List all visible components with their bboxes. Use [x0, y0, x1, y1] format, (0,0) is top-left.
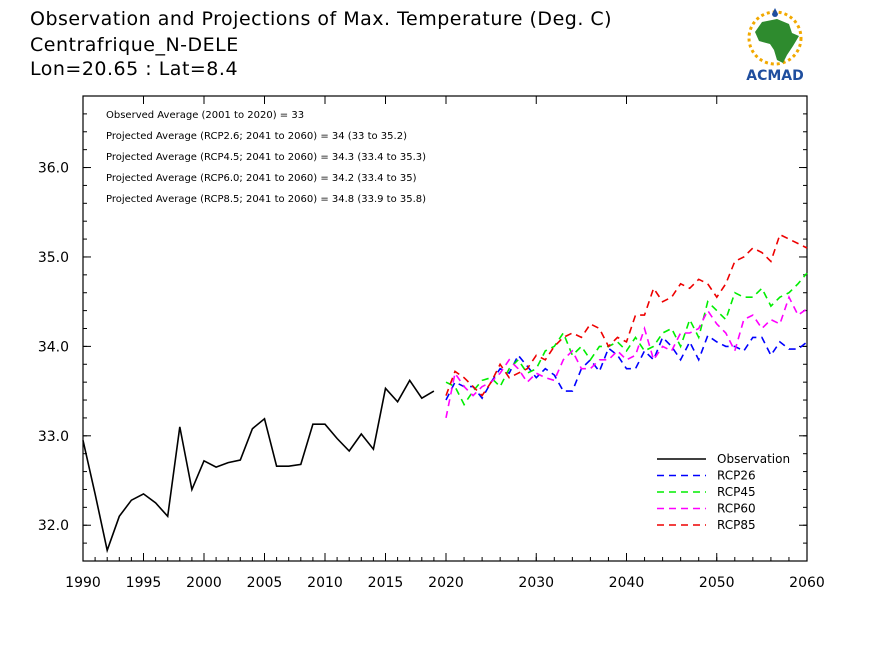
- x-tick-label: 2005: [247, 575, 283, 591]
- annotation-observed-average: Observed Average (2001 to 2020) = 33: [106, 110, 304, 121]
- station-coordinates: Lon=20.65 : Lat=8.4: [30, 58, 239, 80]
- x-axis-tick-labels: 1990 1995 2000 2005 2010 2015 2020 2030 2040 2050…: [65, 575, 825, 591]
- axis-ticks: [82, 96, 808, 561]
- legend-label-rcp26: RCP26: [717, 469, 756, 483]
- x-tick-label: 2040: [609, 575, 645, 591]
- acmad-logo: ACMAD: [746, 8, 804, 84]
- legend-label-rcp85: RCP85: [717, 518, 756, 532]
- x-tick-label: 2010: [307, 575, 343, 591]
- y-tick-label: 36.0: [38, 161, 69, 177]
- series-line-rcp26: [445, 334, 808, 401]
- x-tick-label: 2000: [186, 575, 222, 591]
- africa-shape-icon: [755, 19, 799, 63]
- x-tick-label: 2060: [789, 575, 825, 591]
- y-tick-label: 32.0: [38, 518, 69, 534]
- station-name: Centrafrique_N-DELE: [30, 34, 239, 56]
- legend-label-rcp45: RCP45: [717, 485, 756, 499]
- chart-title: Observation and Projections of Max. Temp…: [30, 8, 613, 30]
- annotation-block: Observed Average (2001 to 2020) = 33 Pro…: [106, 110, 426, 205]
- annotation-rcp45-average: Projected Average (RCP4.5; 2041 to 2060)…: [106, 152, 426, 163]
- series-lines: [82, 233, 808, 554]
- series-line-rcp45: [445, 272, 808, 407]
- annotation-rcp85-average: Projected Average (RCP8.5; 2041 to 2060)…: [106, 194, 426, 205]
- series-line-rcp60: [445, 295, 808, 419]
- x-tick-label: 2015: [368, 575, 404, 591]
- y-axis-tick-labels: 32.0 33.0 34.0 35.0 36.0: [38, 161, 69, 535]
- x-tick-label: 1995: [126, 575, 162, 591]
- water-drop-icon: [772, 8, 778, 17]
- series-line-rcp85: [445, 233, 808, 397]
- y-tick-label: 34.0: [38, 339, 69, 355]
- logo-text: ACMAD: [746, 68, 804, 84]
- annotation-rcp26-average: Projected Average (RCP2.6; 2041 to 2060)…: [106, 131, 407, 142]
- x-tick-label: 2050: [699, 575, 735, 591]
- annotation-rcp60-average: Projected Average (RCP6.0; 2041 to 2060)…: [106, 173, 417, 184]
- legend: Observation RCP26 RCP45 RCP60 RCP85: [657, 452, 790, 532]
- y-tick-label: 33.0: [38, 429, 69, 445]
- x-tick-label: 2020: [428, 575, 464, 591]
- legend-label-observation: Observation: [717, 452, 790, 466]
- series-line-observation: [82, 378, 435, 554]
- legend-label-rcp60: RCP60: [717, 502, 756, 516]
- y-tick-label: 35.0: [38, 250, 69, 266]
- x-tick-label: 1990: [65, 575, 101, 591]
- x-tick-label: 2030: [518, 575, 554, 591]
